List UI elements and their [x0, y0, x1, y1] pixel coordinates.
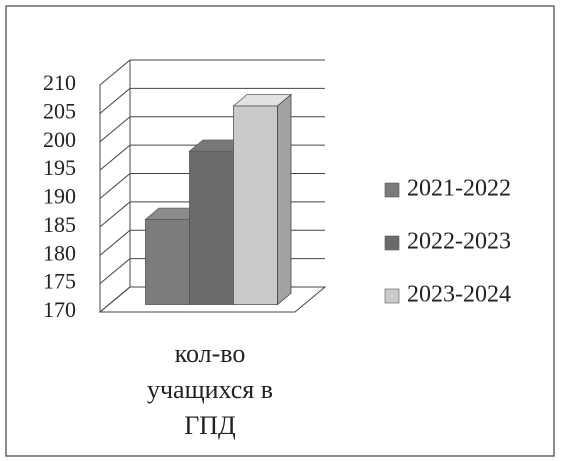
y-tick-label: 180 [43, 240, 76, 265]
y-tick-label: 200 [43, 127, 76, 152]
grid-line [99, 144, 131, 171]
chart-frame [5, 5, 555, 457]
grid-line [99, 286, 131, 313]
category-label: кол-во учащихся в ГПД [146, 339, 274, 440]
grid-line [99, 201, 131, 228]
legend-swatch [384, 235, 400, 251]
y-tick-label: 195 [43, 155, 76, 180]
y-tick-label: 185 [43, 212, 76, 237]
grid-line [99, 229, 131, 256]
legend-label: 2021-2022 [407, 176, 511, 202]
legend-label: 2022-2023 [407, 229, 511, 255]
bar-front [189, 150, 234, 305]
grid-line [99, 173, 131, 199]
grid-line [99, 258, 131, 285]
legend-swatch [384, 182, 400, 198]
grid-line [99, 116, 131, 143]
bar-side [277, 93, 292, 306]
y-tick-label: 210 [43, 70, 76, 95]
bar-front [145, 218, 190, 305]
y-tick-label: 175 [43, 269, 76, 294]
legend-swatch [384, 288, 400, 304]
grid-line [99, 87, 131, 114]
y-tick-label: 190 [43, 184, 76, 209]
grid-line [99, 59, 131, 86]
bar-front [233, 105, 278, 305]
legend-label: 2023-2024 [407, 282, 511, 308]
y-tick-label: 205 [43, 98, 76, 123]
y-tick-label: 170 [43, 297, 76, 322]
